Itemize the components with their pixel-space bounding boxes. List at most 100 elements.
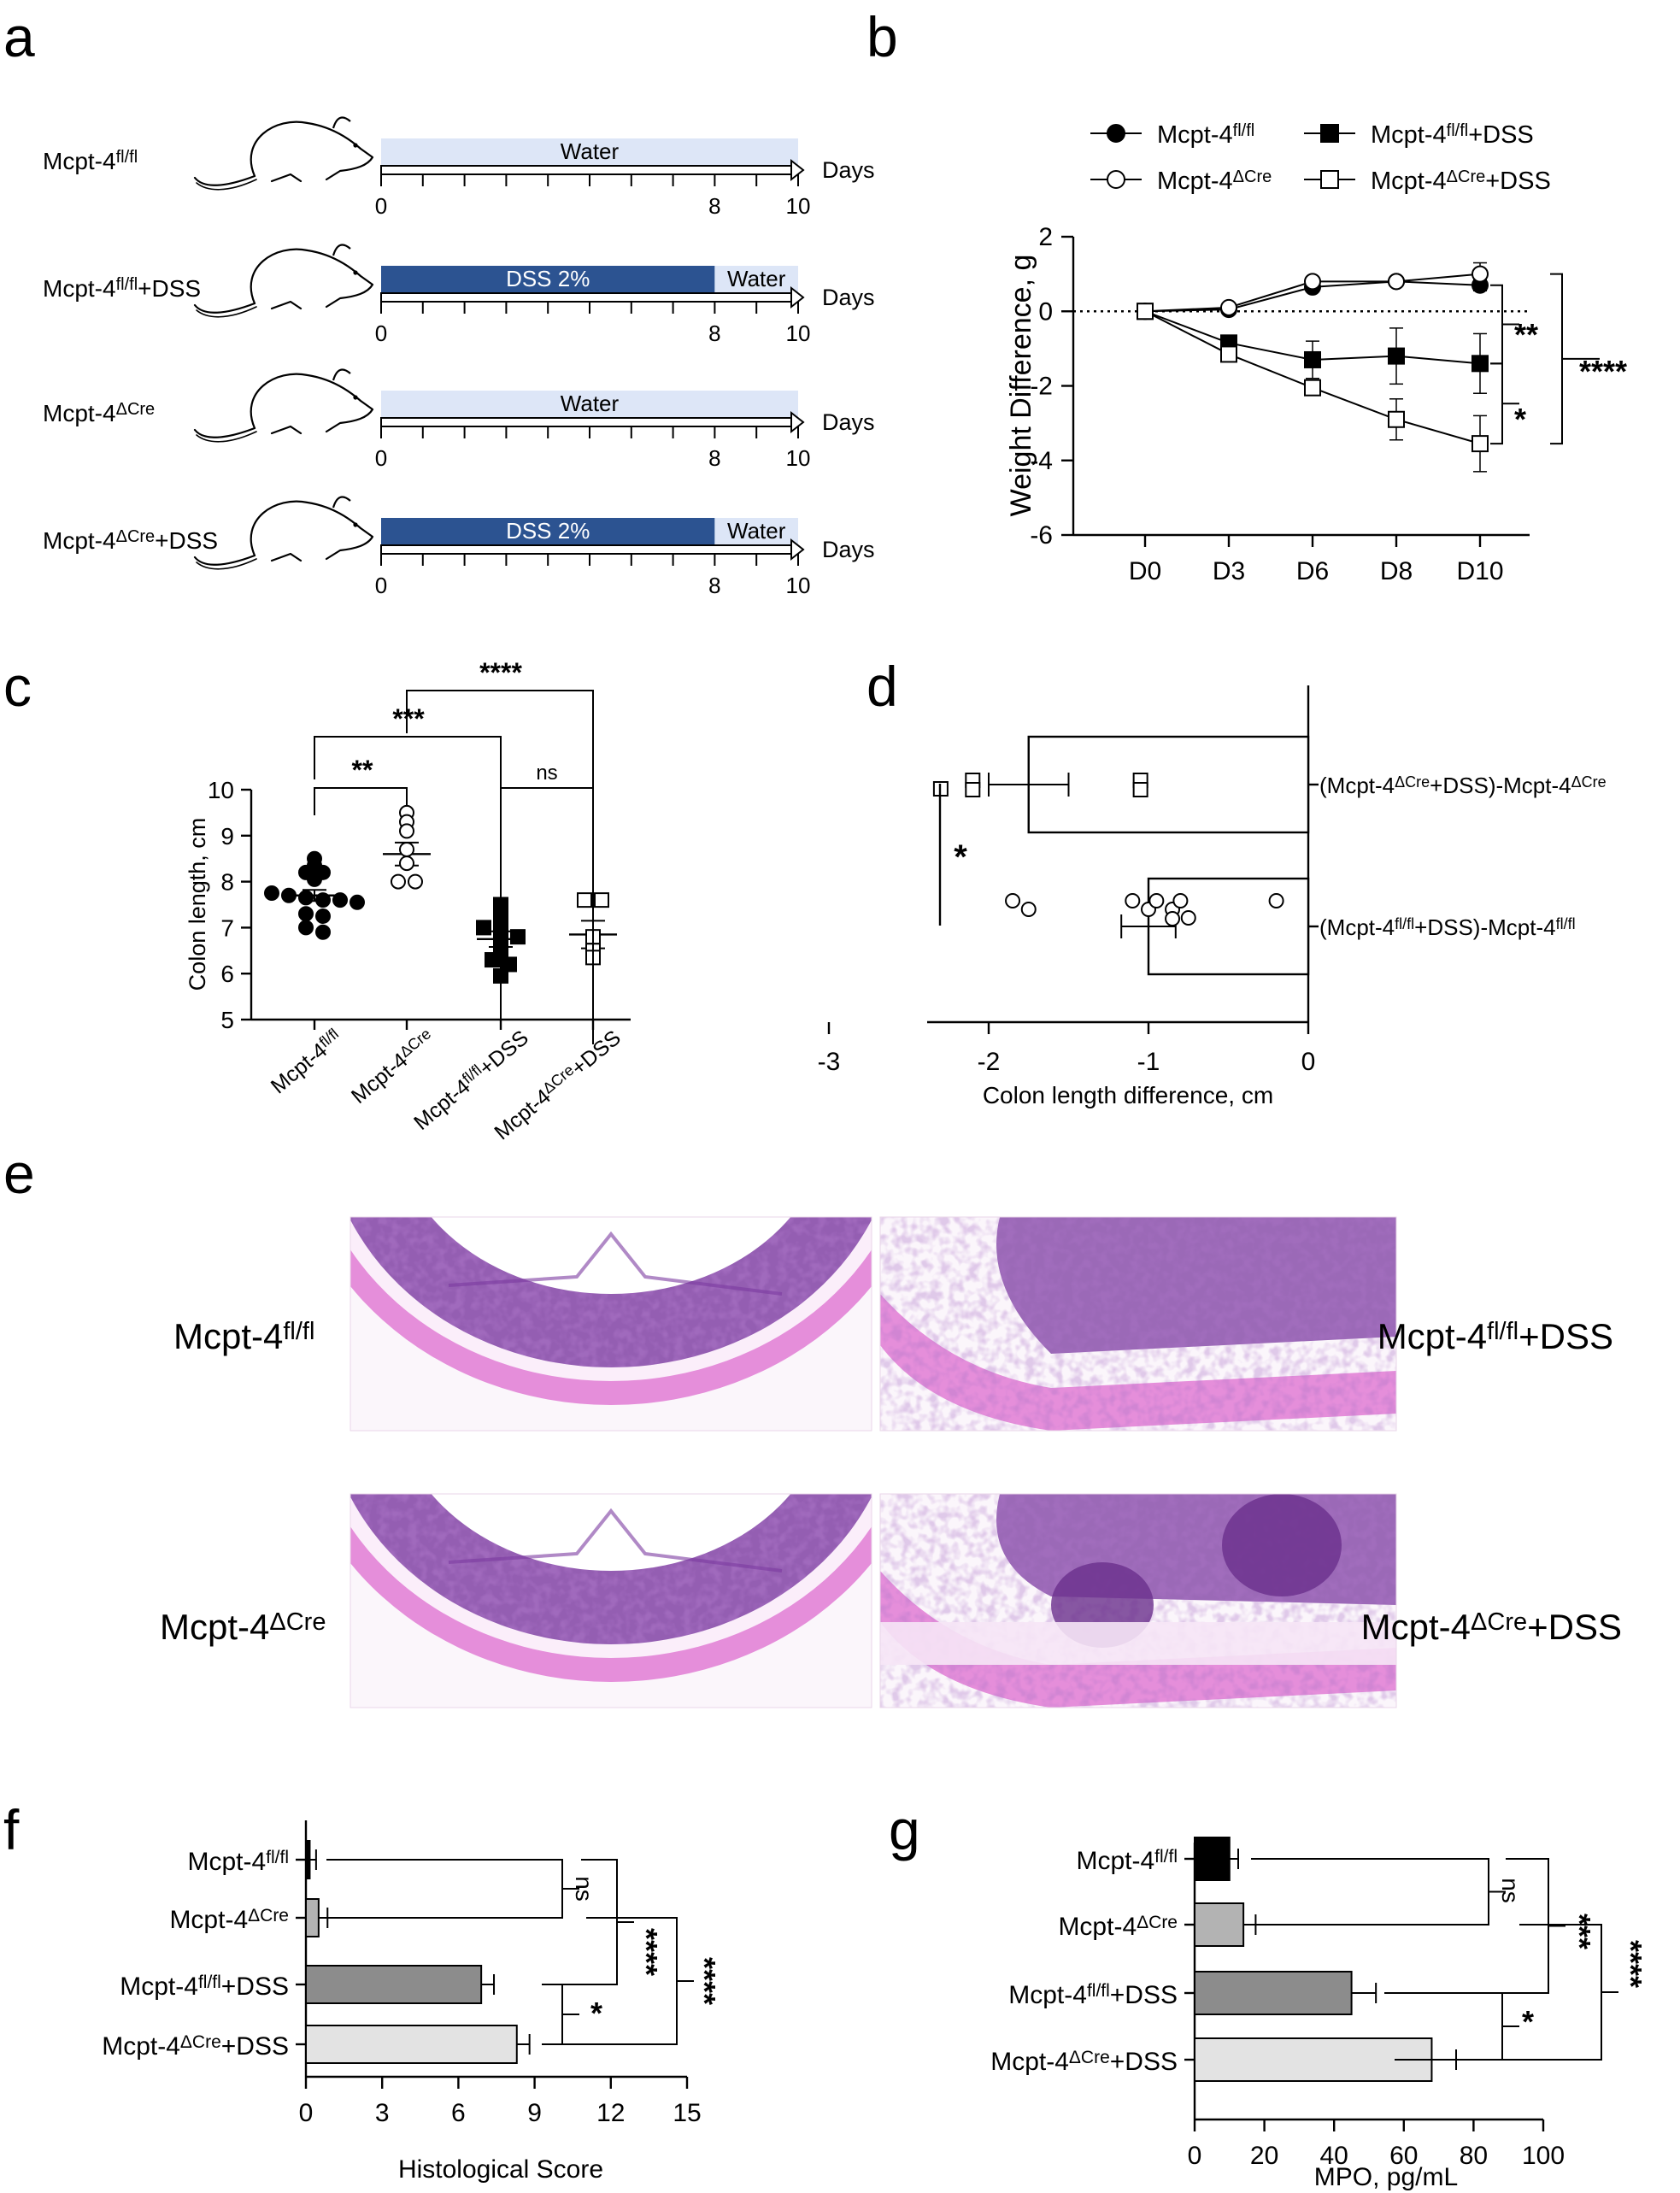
label-superscript: ΔCre [116, 400, 156, 419]
bracket-line [406, 690, 594, 947]
day-tick-label: 10 [786, 445, 811, 471]
legend-marker [1107, 124, 1125, 143]
data-point [315, 908, 331, 924]
data-point [298, 920, 314, 936]
label-suffix: +DSS [1110, 1981, 1178, 2009]
legend-label: Mcpt-4ΔCre [1157, 168, 1272, 195]
label-base: Mcpt-4 [490, 1085, 555, 1145]
x-axis-title: Histological Score [398, 2155, 603, 2184]
x-axis-title: MPO, pg/mL [1314, 2163, 1458, 2191]
label-superscript: ΔCre [1395, 773, 1430, 791]
y-axis-title: Weight Difference, g [1005, 255, 1037, 517]
label-base: Mcpt-4 [1503, 773, 1571, 798]
treatment-label: Water [727, 518, 786, 544]
label-base: Mcpt-4 [1488, 914, 1555, 940]
data-point [965, 782, 981, 797]
label-superscript: ΔCre [1069, 2048, 1110, 2067]
mouse-tail-inner [196, 558, 257, 570]
label-base: Mcpt-4 [102, 2032, 180, 2061]
data-point [577, 892, 592, 908]
mouse-body-outline [250, 373, 374, 435]
significance-bracket: **** [547, 1917, 722, 2045]
day-tick-label: 10 [786, 573, 811, 598]
day-tick-label: 10 [786, 193, 811, 219]
x-tick-label: -2 [978, 1048, 1001, 1076]
mouse-tail-inner [196, 431, 257, 443]
y-tick-label: -2 [1030, 373, 1053, 401]
y-tick-label: 8 [220, 869, 234, 896]
treatment-label: Water [561, 391, 620, 416]
significance-label: * [1514, 402, 1526, 437]
label-base: Mcpt-4 [1157, 168, 1233, 195]
label-suffix: +DSS [221, 1973, 289, 2001]
significance-label: *** [392, 703, 425, 734]
label-superscript: ΔCre [1571, 773, 1607, 791]
data-point [1005, 893, 1021, 908]
bar [1194, 1902, 1245, 1947]
histology-label: Mcpt-4fl/fl+DSS [1377, 1316, 1613, 1356]
mouse-ear [332, 116, 351, 129]
data-point [408, 873, 423, 890]
label-superscript: ΔCre [180, 2032, 221, 2052]
label-superscript: fl/fl [1487, 1318, 1518, 1345]
y-tick-label: 9 [220, 823, 234, 850]
bracket-line [500, 787, 594, 1044]
data-point [1220, 298, 1237, 316]
mouse-tail [193, 426, 256, 438]
histology-label: Mcpt-4ΔCre [160, 1607, 326, 1647]
label-superscript: fl/fl [198, 1973, 221, 1992]
mouse-eye [353, 395, 358, 400]
tissue-layer [350, 1494, 872, 1708]
treatment-label: Water [727, 266, 786, 291]
label-bracket: ( [1319, 773, 1327, 798]
mouse-ear [332, 368, 351, 381]
label-base: Mcpt-4 [1377, 1316, 1487, 1356]
label-suffix: +DSS [155, 527, 218, 554]
panel-letter: a [3, 5, 35, 68]
significance-label: **** [479, 657, 522, 688]
bar-row: Mcpt-4fl/fl [187, 1840, 317, 1879]
label-base: Mcpt-4 [160, 1607, 269, 1647]
mouse-tail [193, 174, 256, 186]
mouse-ear [332, 496, 351, 509]
legend-label: Mcpt-4ΔCre+DSS [1371, 168, 1551, 195]
bar [305, 1898, 320, 1937]
data-point [1132, 782, 1148, 797]
x-tick-label: 40 [1320, 2142, 1348, 2170]
day-tick-label: 8 [708, 573, 720, 598]
y-axis-title: Colon length, cm [185, 818, 210, 991]
category-label: Mcpt-4fl/fl+DSS [120, 1973, 289, 2001]
significance-label: *** [1562, 1914, 1597, 1949]
legend-marker [1107, 170, 1125, 189]
data-point [1304, 379, 1321, 397]
data-point [1268, 893, 1284, 908]
data-point [1388, 410, 1405, 428]
label-superscript: fl/fl [1556, 915, 1576, 932]
group-circle-open: Mcpt-4ΔCre [347, 804, 434, 1108]
data-point [502, 956, 517, 973]
label-superscript: fl/fl [1395, 915, 1414, 932]
data-point [307, 871, 322, 887]
legend-label: Mcpt-4fl/fl+DSS [1371, 121, 1534, 149]
label-superscript: ΔCre [1233, 168, 1272, 186]
bar [1194, 2037, 1433, 2082]
panel-letter: e [3, 1142, 35, 1205]
significance-label: * [1522, 2004, 1534, 2039]
x-tick-label: 3 [375, 2099, 390, 2127]
label-base: Mcpt-4 [1157, 121, 1233, 149]
label-base: Mcpt-4 [347, 1048, 413, 1108]
label-base: Mcpt-4 [990, 2048, 1069, 2076]
significance-bracket: ** [314, 755, 408, 815]
label-base: Mcpt-4 [1361, 1607, 1471, 1647]
bracket-line [325, 1859, 563, 1919]
treatment-label: DSS 2% [506, 518, 590, 544]
data-point [315, 924, 331, 940]
x-unit-label: Days [822, 157, 875, 183]
significance-bracket: ns [1249, 1858, 1524, 1925]
data-point [1304, 273, 1321, 291]
category-label: Mcpt-4ΔCre+DSS [102, 2032, 289, 2061]
mouse-body-outline [250, 248, 374, 310]
x-tick-label: Mcpt-4fl/fl [266, 1026, 347, 1099]
y-tick-label: 0 [1038, 297, 1053, 326]
y-tick-label: -4 [1030, 447, 1053, 475]
